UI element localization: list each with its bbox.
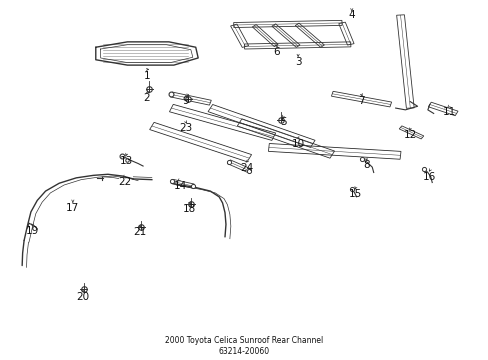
- Polygon shape: [268, 144, 400, 159]
- Polygon shape: [252, 24, 278, 46]
- Polygon shape: [271, 24, 299, 47]
- Text: 15: 15: [348, 189, 362, 199]
- Polygon shape: [427, 102, 457, 116]
- Text: 12: 12: [403, 130, 416, 140]
- Polygon shape: [398, 126, 423, 139]
- Polygon shape: [233, 21, 342, 27]
- Polygon shape: [331, 91, 391, 107]
- Polygon shape: [149, 122, 251, 162]
- Text: 4: 4: [348, 10, 354, 20]
- Text: 20: 20: [76, 292, 89, 302]
- Polygon shape: [207, 104, 314, 147]
- Text: 5: 5: [280, 117, 286, 127]
- Polygon shape: [338, 22, 353, 45]
- Text: 14: 14: [173, 181, 186, 191]
- Polygon shape: [169, 104, 275, 140]
- Text: 11: 11: [442, 107, 455, 117]
- Text: 7: 7: [358, 96, 364, 106]
- Text: 21: 21: [133, 227, 146, 237]
- Polygon shape: [170, 92, 211, 105]
- Text: 23: 23: [179, 123, 192, 134]
- Polygon shape: [227, 160, 250, 172]
- Polygon shape: [237, 119, 334, 158]
- Polygon shape: [171, 179, 194, 188]
- Text: 3: 3: [294, 57, 301, 67]
- Polygon shape: [295, 23, 324, 47]
- Text: 9: 9: [183, 96, 189, 106]
- Text: 17: 17: [66, 203, 80, 213]
- Text: 2000 Toyota Celica Sunroof Rear Channel
63214-20060: 2000 Toyota Celica Sunroof Rear Channel …: [165, 336, 323, 356]
- Polygon shape: [230, 24, 248, 48]
- Polygon shape: [244, 42, 350, 49]
- Text: 6: 6: [272, 46, 279, 57]
- Text: 8: 8: [363, 160, 369, 170]
- Text: 13: 13: [120, 156, 133, 166]
- Text: 10: 10: [291, 139, 304, 149]
- Text: 24: 24: [240, 163, 253, 173]
- Text: 16: 16: [422, 172, 435, 182]
- Text: 1: 1: [143, 71, 150, 81]
- Text: 19: 19: [26, 226, 39, 236]
- Polygon shape: [396, 15, 413, 108]
- Text: 2: 2: [143, 93, 150, 103]
- Text: 18: 18: [183, 204, 196, 214]
- Text: 22: 22: [118, 177, 131, 187]
